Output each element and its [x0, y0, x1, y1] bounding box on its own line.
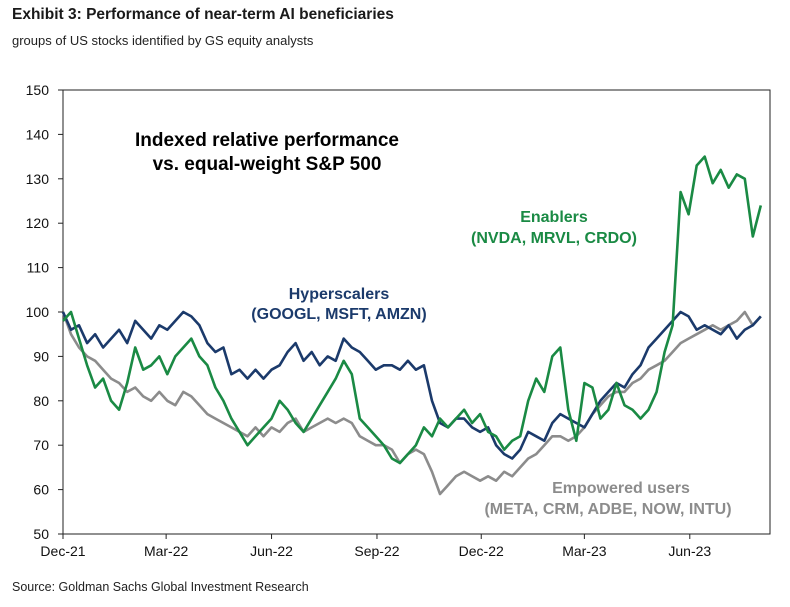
series-line-empowered-users [61, 310, 762, 496]
inner-title-line1: Indexed relative performance [135, 130, 399, 151]
chart-title: Exhibit 3: Performance of near-term AI b… [12, 6, 394, 23]
y-tick-label: 60 [33, 482, 49, 498]
series-line-hyperscalers [61, 310, 762, 460]
hyperscalers-tickers: (GOOGL, MSFT, AMZN) [251, 306, 426, 323]
empowered-users-tickers: (META, CRM, ADBE, NOW, INTU) [484, 501, 731, 518]
inner-title-line2: vs. equal-weight S&P 500 [153, 154, 382, 175]
chart-subtitle: groups of US stocks identified by GS equ… [12, 33, 314, 48]
enablers-tickers: (NVDA, MRVL, CRDO) [471, 230, 637, 247]
y-tick-label: 120 [26, 215, 50, 231]
y-tick-label: 90 [33, 348, 49, 364]
x-tick-label: Sep-22 [354, 543, 399, 559]
y-tick-label: 70 [33, 437, 49, 453]
x-tick-label: Mar-23 [562, 543, 607, 559]
x-tick-label: Dec-22 [459, 543, 504, 559]
y-tick-label: 110 [27, 260, 50, 276]
x-axis: Dec-21 Mar-22 Jun-22 Sep-22 Dec-22 Mar-23 Jun-… [40, 534, 711, 559]
y-axis: 50 60 70 80 90 100 110 120 130 140 150 [26, 82, 63, 542]
hyperscalers-label: Hyperscalers [289, 286, 390, 303]
y-tick-label: 80 [33, 393, 49, 409]
x-tick-label: Dec-21 [40, 543, 85, 559]
y-tick-label: 150 [26, 82, 50, 98]
y-tick-label: 50 [33, 526, 49, 542]
x-tick-label: Mar-22 [144, 543, 189, 559]
empowered-users-label: Empowered users [552, 480, 690, 497]
series-line-enablers [62, 155, 763, 465]
y-tick-label: 140 [26, 126, 50, 142]
x-tick-label: Jun-22 [250, 543, 293, 559]
source-note: Source: Goldman Sachs Global Investment … [12, 580, 309, 594]
y-tick-label: 130 [26, 171, 50, 187]
y-tick-label: 100 [26, 304, 50, 320]
enablers-label: Enablers [520, 209, 588, 226]
x-tick-label: Jun-23 [668, 543, 711, 559]
series-lines [61, 155, 763, 496]
